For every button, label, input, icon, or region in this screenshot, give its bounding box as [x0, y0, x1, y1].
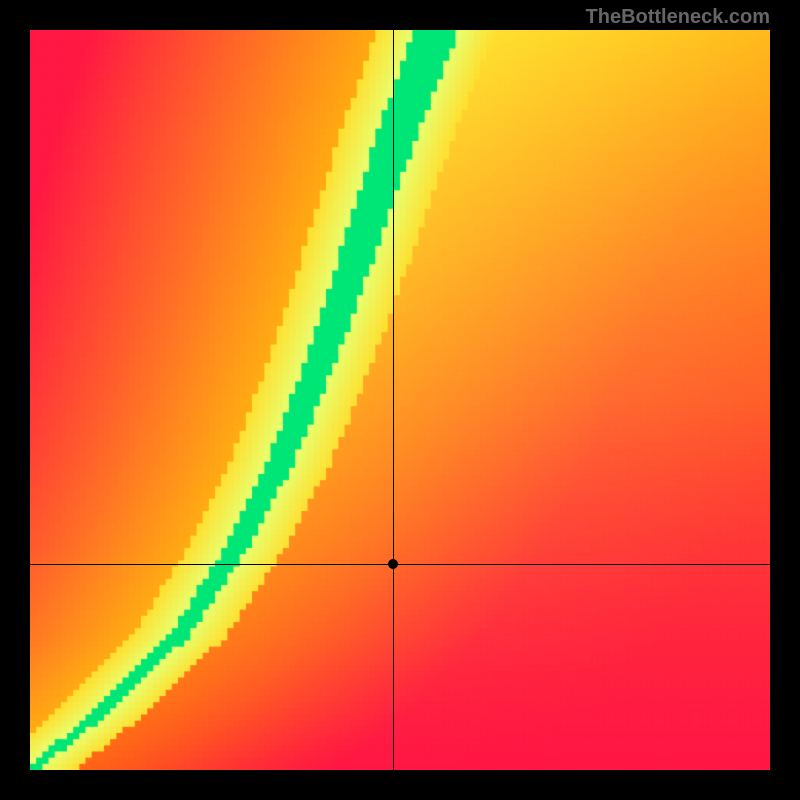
heatmap-canvas — [30, 30, 770, 770]
crosshair-horizontal — [30, 564, 770, 565]
watermark-text: TheBottleneck.com — [586, 6, 770, 29]
heatmap-plot — [30, 30, 770, 770]
crosshair-marker — [388, 559, 398, 569]
crosshair-vertical — [393, 30, 394, 770]
